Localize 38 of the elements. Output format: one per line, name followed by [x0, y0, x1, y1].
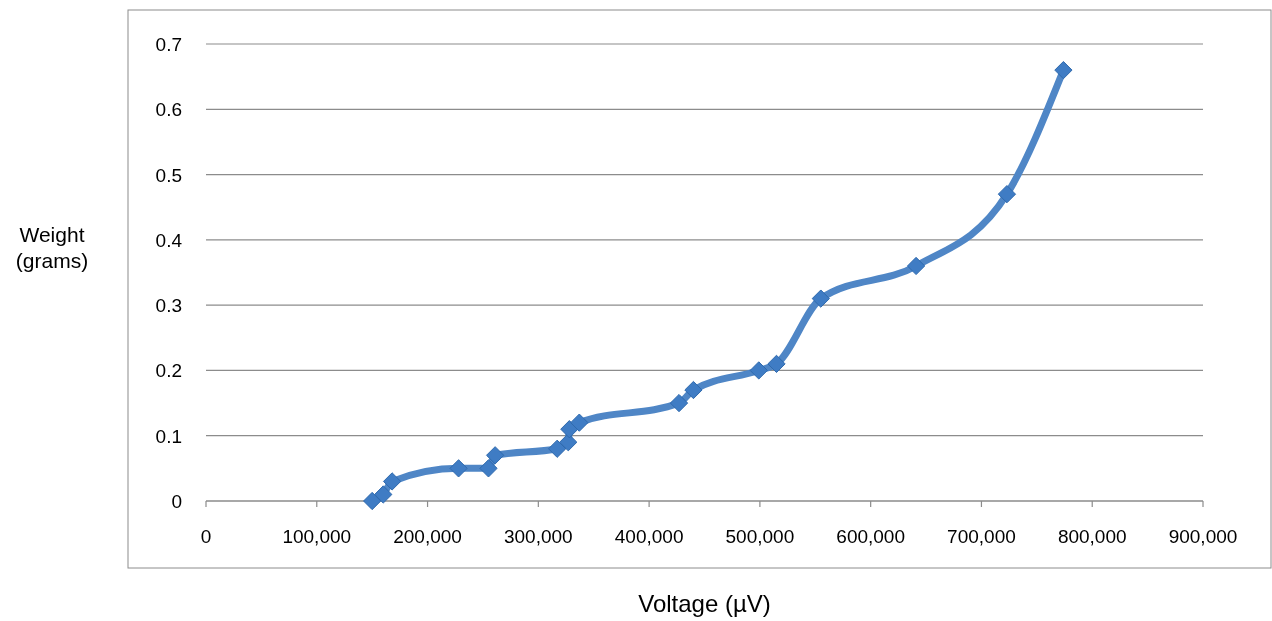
y-tick-label: 0.1: [155, 425, 182, 447]
point: [811, 289, 830, 308]
x-tick-label: 500,000: [725, 526, 795, 547]
x-tick-label: 900,000: [1168, 526, 1238, 547]
y-tick-label: 0.2: [155, 360, 182, 382]
y-tick-label: 0.6: [155, 99, 182, 121]
point: [479, 459, 498, 478]
x-tick-label: 0: [200, 526, 212, 547]
x-tick-label: 300,000: [503, 526, 573, 547]
x-axis-title: Voltage (µV): [638, 590, 771, 617]
point: [559, 433, 578, 452]
point: [669, 393, 689, 413]
y-tick-label: 0: [171, 491, 182, 512]
point: [997, 185, 1017, 204]
point: [767, 354, 786, 374]
point: [548, 439, 567, 458]
point: [570, 413, 589, 432]
x-tick-label: 200,000: [393, 526, 462, 547]
point: [1054, 60, 1073, 80]
x-tick-label: 600,000: [836, 526, 906, 547]
point: [906, 256, 926, 276]
x-tick-label: 400,000: [614, 526, 684, 547]
point: [486, 446, 505, 465]
x-tick-label: 800,000: [1057, 526, 1127, 547]
x-tick-label: 100,000: [282, 526, 352, 547]
point: [449, 459, 468, 478]
y-tick-label: 0.7: [155, 34, 182, 55]
y-axis-title: Weight (grams): [15, 223, 89, 272]
x-tick-label: 700,000: [947, 526, 1016, 547]
y-tick-label: 0.5: [155, 164, 182, 186]
point: [684, 380, 703, 400]
point: [560, 420, 579, 439]
point: [749, 361, 768, 380]
point: [363, 491, 382, 511]
point: [382, 472, 402, 491]
point: [374, 485, 393, 504]
y-tick-label: 0.3: [155, 295, 182, 317]
y-tick-label: 0.4: [155, 229, 183, 251]
